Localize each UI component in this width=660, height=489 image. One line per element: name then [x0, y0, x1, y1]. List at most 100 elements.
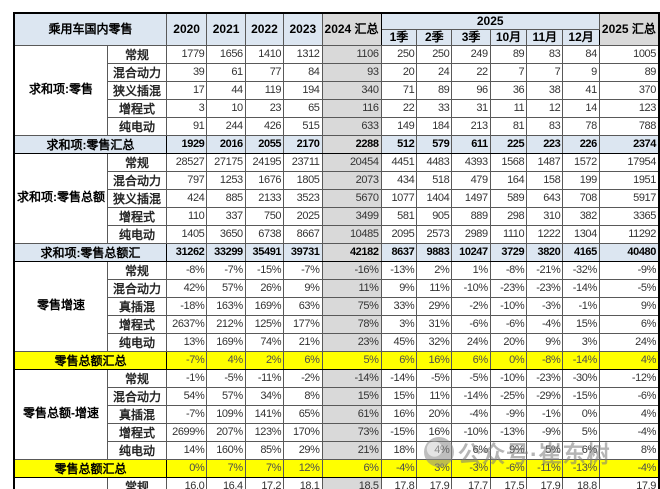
cell-value: 17.9	[416, 476, 453, 489]
cell-value: 32%	[416, 332, 453, 352]
cell-value: 93	[321, 62, 382, 82]
cell-value: -29%	[526, 386, 564, 406]
cell-value: 3729	[489, 242, 528, 262]
cell-value: 199	[562, 170, 600, 190]
cell-value: 29%	[416, 296, 453, 316]
cell-value: 28527	[165, 152, 208, 172]
cell-value: 63%	[283, 296, 323, 316]
cell-value: 20454	[321, 152, 382, 172]
cell-value: 4%	[206, 350, 246, 370]
cell-value: -25%	[489, 386, 528, 406]
cell-value: 14	[562, 98, 600, 118]
summary-label: 零售总额汇总	[13, 458, 167, 478]
cell-value: -7%	[206, 260, 246, 280]
cell-value: 2%	[244, 350, 285, 370]
cell-value: 0%	[562, 404, 600, 424]
cell-value: 1312	[283, 44, 323, 64]
cell-value: 797	[165, 170, 208, 190]
cell-value: 5%	[526, 440, 564, 460]
cell-value: 223	[526, 134, 564, 154]
category-label: 纯电动	[107, 116, 167, 136]
cell-value: 8667	[283, 224, 323, 244]
cell-value: 6%	[451, 440, 491, 460]
cell-value: 17.9	[598, 476, 660, 489]
cell-value: 2374	[598, 134, 660, 154]
cell-value: 20	[380, 62, 418, 82]
cell-value: 17954	[598, 152, 660, 172]
cell-value: 905	[416, 206, 453, 226]
cell-value: -7%	[165, 350, 208, 370]
col-header-2025-total: 2025 汇总	[598, 12, 660, 46]
cell-value: 16%	[380, 404, 418, 424]
cell-value: 141%	[244, 404, 285, 424]
cell-value: -8%	[526, 350, 564, 370]
cell-value: 1304	[562, 224, 600, 244]
cell-value: 244	[206, 116, 246, 136]
header-row-1: 乘用车国内零售 2020 2021 2022 2023 2024 汇总 2025…	[13, 12, 660, 46]
group-label: 求和项:零售	[13, 44, 108, 136]
cell-value: 31262	[165, 242, 208, 262]
cell-value: 225	[489, 134, 528, 154]
cell-value: 6%	[451, 350, 491, 370]
cell-value: 7%	[206, 458, 246, 478]
cell-value: 512	[380, 134, 418, 154]
cell-value: 579	[416, 134, 453, 154]
cell-value: 24%	[451, 332, 491, 352]
cell-value: -14%	[562, 278, 600, 298]
cell-value: 81	[489, 116, 528, 136]
cell-value: 6738	[244, 224, 285, 244]
category-label: 混合动力	[107, 386, 167, 406]
col-group-2025: 2025	[380, 12, 600, 30]
cell-value: 31	[451, 98, 491, 118]
cell-value: 9%	[283, 278, 323, 298]
cell-value: 7	[526, 62, 564, 82]
cell-value: 340	[321, 80, 382, 100]
cell-value: 6%	[321, 458, 382, 478]
cell-value: 119	[244, 80, 285, 100]
table-row: 增程式 2699% 207% 123% 170% 73% -15% 16% -10% -13% -9…	[14, 422, 660, 442]
cell-value: 310	[526, 206, 564, 226]
cell-value: 42182	[321, 242, 382, 262]
table-row: 混合动力 54% 57% 34% 8% 15% 15% 11% -14% -25% -29% -15%…	[14, 386, 660, 406]
cell-value: 7%	[244, 458, 285, 478]
cell-value: 1951	[598, 170, 660, 190]
cell-value: 2025	[283, 206, 323, 226]
cell-value: 1405	[165, 224, 208, 244]
cell-value: -1%	[165, 368, 208, 388]
cell-value: 9	[562, 62, 600, 82]
cell-value: 29%	[283, 440, 323, 460]
cell-value: -4%	[380, 458, 418, 478]
cell-value: -5%	[206, 368, 246, 388]
table-row: 纯电动 13% 169% 74% 21% 23% 45% 32% 24% 20% 9% 3% 24%	[14, 332, 660, 352]
cell-value: -6%	[451, 314, 491, 334]
cell-value: 21%	[321, 440, 382, 460]
cell-value: 3499	[321, 206, 382, 226]
cell-value: -10%	[451, 278, 491, 298]
col-header-2022: 2022	[244, 12, 285, 46]
cell-value: 65	[283, 98, 323, 118]
cell-value: 73%	[321, 422, 382, 442]
category-label: 常规	[107, 260, 167, 280]
cell-value: 518	[416, 170, 453, 190]
cell-value: 13%	[165, 332, 208, 352]
cell-value: -5%	[416, 368, 453, 388]
cell-value: -7%	[165, 404, 208, 424]
cell-value: 15%	[321, 386, 382, 406]
cell-value: 6%	[283, 350, 323, 370]
cell-value: 4393	[451, 152, 491, 172]
cell-value: 885	[206, 188, 246, 208]
cell-value: -5%	[451, 368, 491, 388]
cell-value: 11%	[321, 278, 382, 298]
cell-value: 337	[206, 206, 246, 226]
group-label: 零售总额-增速	[13, 368, 108, 460]
cell-value: 515	[283, 116, 323, 136]
cell-value: 84	[562, 44, 600, 64]
cell-value: 4165	[562, 242, 600, 262]
cell-value: 8%	[598, 440, 660, 460]
cell-value: 125%	[244, 314, 285, 334]
cell-value: 184	[416, 116, 453, 136]
cell-value: 36	[489, 80, 528, 100]
col-header-dec: 12月	[562, 28, 600, 46]
cell-value: -7%	[283, 260, 323, 280]
category-label: 真插混	[107, 404, 167, 424]
